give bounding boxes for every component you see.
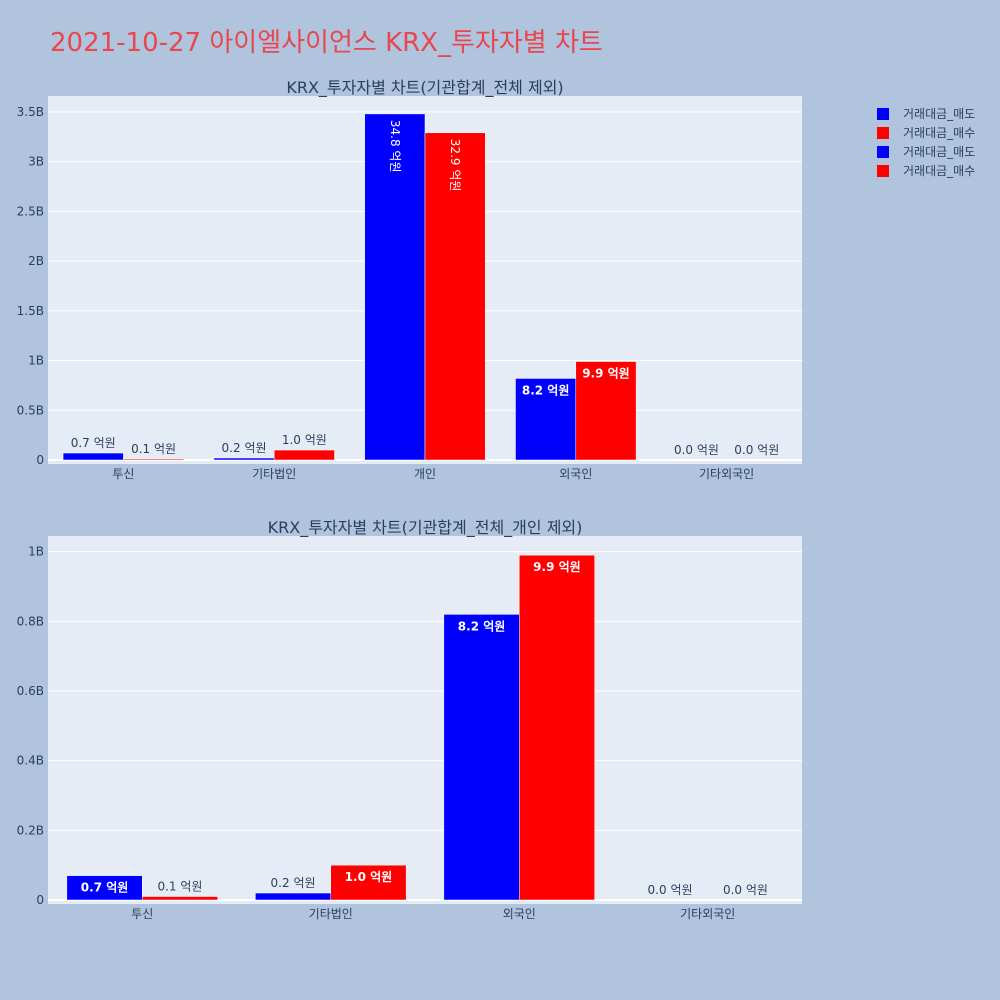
data-label: 0.1 억원: [157, 880, 202, 894]
y-tick-label: 1B: [28, 545, 44, 559]
chart-panel-2: 0 0.2B 0.4B 0.6B 0.8B 1B KRX_투자자별 차트(기관합계_전체_개…: [17, 518, 802, 921]
chart-subtitle: KRX_투자자별 차트(기관합계_전체_개인 제외): [268, 518, 583, 538]
legend-swatch: [877, 127, 889, 139]
legend-swatch: [877, 165, 889, 177]
bar: [66, 875, 143, 901]
x-tick-label: 외국인: [559, 467, 592, 481]
bar: [515, 378, 577, 461]
bar: [213, 457, 275, 461]
y-tick-label: 0.4B: [17, 754, 44, 768]
bar: [575, 361, 637, 461]
data-label: 32.9 억원: [448, 139, 462, 192]
data-label: 9.9 억원: [582, 367, 630, 381]
y-tick-label: 0.5B: [17, 403, 44, 417]
y-tick-label: 3.5B: [17, 105, 44, 119]
y-tick-label: 2B: [28, 254, 44, 268]
legend-item: 거래대금_매수: [903, 126, 975, 140]
bar: [519, 554, 595, 901]
page-title: 2021-10-27 아이엘사이언스 KRX_투자자별 차트: [50, 28, 603, 58]
data-label: 34.8 억원: [388, 120, 402, 173]
data-label: 0.0 억원: [734, 443, 779, 457]
x-tick-label: 기타외국인: [680, 907, 735, 921]
data-label: 0.7 억원: [71, 436, 116, 450]
bar: [273, 449, 335, 461]
legend-swatch: [877, 108, 889, 120]
data-label: 9.9 억원: [533, 560, 581, 574]
chart-subtitle: KRX_투자자별 차트(기관합계_전체 제외): [286, 78, 563, 98]
legend-item: 거래대금_매도: [903, 145, 975, 159]
data-label: 0.2 억원: [271, 876, 316, 890]
x-tick-label: 외국인: [503, 907, 536, 921]
bar: [330, 864, 407, 901]
y-tick-label: 2.5B: [17, 204, 44, 218]
x-tick-label: 투신: [131, 907, 153, 921]
bar: [443, 614, 520, 901]
chart-panel-1: 0 0.5B 1B 1.5B 2B 2.5B 3B 3.5B KRX_투자자별 차트(기관합계_…: [17, 78, 802, 481]
y-tick-label: 1B: [28, 354, 44, 368]
y-tick-label: 0.6B: [17, 684, 44, 698]
data-label: 8.2 억원: [458, 619, 506, 633]
x-tick-label: 개인: [414, 467, 436, 481]
data-label: 8.2 억원: [522, 383, 570, 397]
bar: [255, 892, 332, 901]
data-label: 0.0 억원: [674, 443, 719, 457]
bar: [424, 132, 486, 461]
y-tick-label: 0.2B: [17, 823, 44, 837]
data-label: 0.2 억원: [222, 441, 267, 455]
legend-item: 거래대금_매도: [903, 107, 975, 121]
x-tick-label: 기타법인: [252, 467, 296, 481]
bar: [123, 458, 184, 461]
legend-swatch: [877, 146, 889, 158]
bar: [62, 452, 124, 461]
data-label: 1.0 억원: [282, 433, 327, 447]
data-label: 0.0 억원: [723, 883, 768, 897]
y-tick-label: 0: [36, 453, 44, 467]
x-tick-label: 투신: [112, 467, 134, 481]
y-tick-label: 0: [36, 893, 44, 907]
y-tick-label: 1.5B: [17, 304, 44, 318]
data-label: 1.0 억원: [345, 870, 393, 884]
y-tick-label: 3B: [28, 155, 44, 169]
data-label: 0.0 억원: [648, 883, 693, 897]
legend-item: 거래대금_매수: [903, 164, 975, 178]
data-label: 0.1 억원: [131, 442, 176, 456]
bar: [142, 896, 218, 901]
x-tick-label: 기타법인: [309, 907, 353, 921]
y-tick-label: 0.8B: [17, 614, 44, 628]
x-tick-label: 기타외국인: [699, 467, 754, 481]
bar: [364, 113, 426, 461]
data-label: 0.7 억원: [81, 881, 129, 895]
plot-area: [48, 536, 802, 904]
